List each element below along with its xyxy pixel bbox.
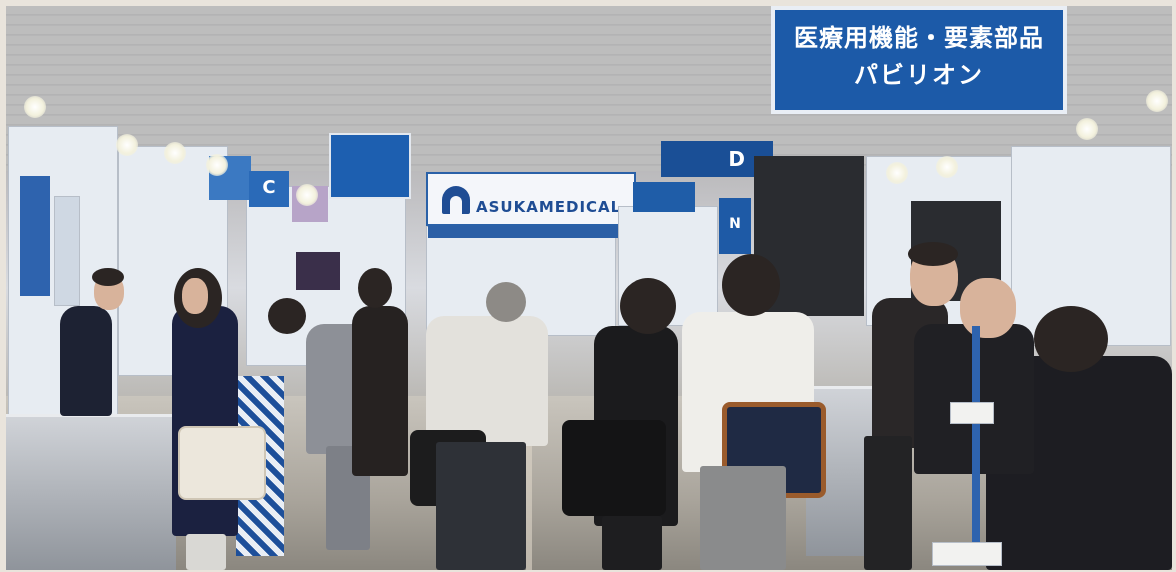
visitor-legs [436,442,526,570]
brochure-stand-pole [972,326,980,546]
left-booth-poster-2 [54,196,80,306]
visitor-hair [620,278,676,334]
pavilion-title-line2: パビリオン [854,61,984,89]
visitor-legs [700,466,786,570]
visitor-body [352,306,408,476]
asuka-sign-strip [428,226,634,238]
aisle-floor-marking [526,396,532,570]
visitor-hair [908,242,958,266]
exhibition-hall-scene: C ASUKAMEDICAL N D 医療用機能・要素部品 パビリオン [6,6,1172,570]
visitor-body [172,306,238,536]
hall-sign-c-text: C [262,177,276,198]
visitor-body [60,306,112,416]
spotlight [206,154,228,176]
visitor-legs [864,436,912,570]
booth-monitor [296,252,340,290]
spotlight [164,142,186,164]
spotlight [1146,90,1168,112]
visitor-face [960,278,1016,338]
visitor-hair [92,268,124,286]
price-card [950,402,994,424]
left-display-counter [6,414,176,570]
booth-sign-center [329,133,411,199]
spotlight [1076,118,1098,140]
asuka-medical-sign: ASUKAMEDICAL [426,172,636,238]
aisle-sign-n-text: N [729,216,741,232]
pavilion-banner: 医療用機能・要素部品 パビリオン [771,6,1067,114]
booth-sign-small [633,182,695,212]
hall-sign-d-text: D [728,147,745,171]
visitor-hair [486,282,526,322]
visitor-hair [1034,306,1108,372]
asuka-brand-text: ASUKAMEDICAL [476,198,622,216]
aisle-sign-n: N [719,198,751,254]
spotlight [24,96,46,118]
spotlight [116,134,138,156]
spotlight [886,162,908,184]
spotlight [296,184,318,206]
black-messenger-bag [562,420,666,516]
visitor-hair [268,298,306,334]
visitor-face [182,278,208,314]
visitor-legs [602,516,662,570]
visitor-body [426,316,548,446]
visitor-hair [358,268,392,308]
spotlight [936,156,958,178]
price-card [932,542,1002,566]
visitor-legs [186,534,226,570]
left-booth-poster [20,176,50,296]
asuka-logo-icon [442,186,470,214]
pavilion-title-line1: 医療用機能・要素部品 [794,24,1044,52]
visitor-hair [722,254,780,316]
hall-sign-c: C [249,171,289,207]
white-handbag [178,426,266,500]
